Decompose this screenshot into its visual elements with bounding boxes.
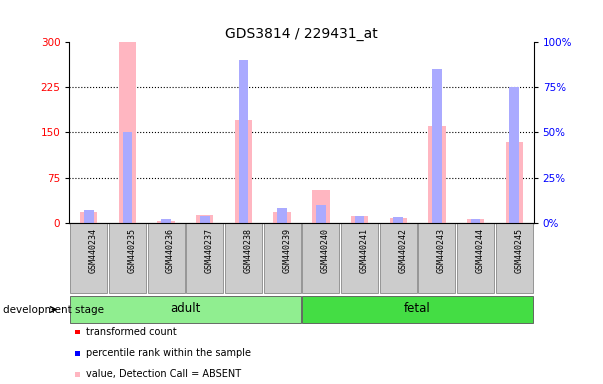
FancyBboxPatch shape — [264, 223, 301, 293]
Bar — [393, 217, 403, 223]
Text: GSM440240: GSM440240 — [321, 228, 330, 273]
Text: GSM440244: GSM440244 — [476, 228, 485, 273]
FancyBboxPatch shape — [148, 223, 185, 293]
Text: GSM440242: GSM440242 — [398, 228, 407, 273]
FancyBboxPatch shape — [380, 223, 417, 293]
Text: GSM440241: GSM440241 — [359, 228, 368, 273]
Bar — [161, 219, 171, 223]
Bar — [510, 88, 519, 223]
Bar — [239, 60, 248, 223]
FancyBboxPatch shape — [70, 296, 301, 323]
Text: GSM440237: GSM440237 — [205, 228, 214, 273]
FancyBboxPatch shape — [302, 223, 339, 293]
FancyBboxPatch shape — [418, 223, 455, 293]
Text: development stage: development stage — [3, 305, 104, 314]
Text: GSM440239: GSM440239 — [282, 228, 291, 273]
Text: adult: adult — [170, 303, 201, 315]
Bar — [390, 218, 407, 223]
Bar — [505, 142, 523, 223]
Text: value, Detection Call = ABSENT: value, Detection Call = ABSENT — [86, 369, 241, 379]
FancyBboxPatch shape — [341, 223, 378, 293]
Bar — [273, 212, 291, 223]
FancyBboxPatch shape — [186, 223, 223, 293]
Text: GSM440243: GSM440243 — [437, 228, 446, 273]
Bar — [119, 42, 136, 223]
Bar — [428, 126, 446, 223]
Text: GSM440235: GSM440235 — [127, 228, 136, 273]
Bar — [277, 208, 287, 223]
Bar — [355, 215, 364, 223]
Text: transformed count: transformed count — [86, 327, 177, 337]
Bar — [80, 212, 98, 223]
Text: fetal: fetal — [404, 303, 431, 315]
Text: GSM440238: GSM440238 — [244, 228, 253, 273]
Text: GSM440236: GSM440236 — [166, 228, 175, 273]
Bar — [471, 219, 481, 223]
FancyBboxPatch shape — [225, 223, 262, 293]
Bar — [467, 218, 484, 223]
Bar — [157, 221, 175, 223]
Title: GDS3814 / 229431_at: GDS3814 / 229431_at — [225, 27, 378, 41]
FancyBboxPatch shape — [109, 223, 146, 293]
Text: percentile rank within the sample: percentile rank within the sample — [86, 348, 251, 358]
FancyBboxPatch shape — [302, 296, 533, 323]
Bar — [235, 121, 252, 223]
FancyBboxPatch shape — [496, 223, 533, 293]
Bar — [316, 205, 326, 223]
Text: GSM440245: GSM440245 — [514, 228, 523, 273]
Bar — [351, 215, 368, 223]
Bar — [84, 210, 93, 223]
Bar — [122, 132, 132, 223]
Bar — [432, 70, 442, 223]
Bar — [312, 190, 330, 223]
FancyBboxPatch shape — [70, 223, 107, 293]
Text: GSM440234: GSM440234 — [89, 228, 98, 273]
Bar — [196, 215, 213, 223]
FancyBboxPatch shape — [457, 223, 494, 293]
Bar — [200, 215, 210, 223]
